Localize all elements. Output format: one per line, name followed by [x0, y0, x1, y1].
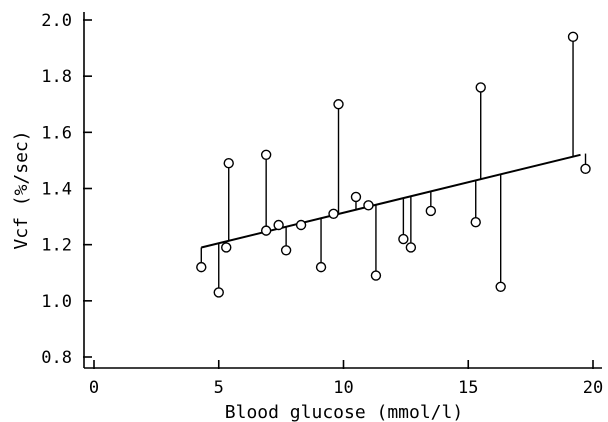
y-tick-label: 1.6: [41, 123, 72, 143]
data-point: [213, 287, 224, 298]
x-tick-label: 0: [89, 378, 99, 398]
data-point: [370, 270, 382, 281]
x-axis-label: Blood glucose (mmol/l): [225, 402, 463, 422]
data-point: [495, 281, 506, 292]
residual-lines: [200, 41, 587, 288]
y-tick-label: 1.4: [41, 180, 72, 200]
data-points: [196, 31, 591, 298]
axes: 0.8 1.0 1.2 1.4 1.6 1.8 2.0 0 5 10 15 20: [41, 11, 603, 398]
data-point: [363, 200, 374, 211]
data-point: [580, 163, 591, 175]
data-point: [223, 158, 234, 169]
regression-line-group: [201, 153, 581, 249]
data-point: [315, 261, 327, 273]
data-point: [280, 245, 292, 256]
data-point: [398, 233, 409, 245]
x-tick-label: 20: [583, 378, 603, 398]
data-point: [260, 149, 272, 161]
data-point: [405, 242, 417, 253]
y-tick-label: 1.2: [41, 236, 72, 256]
y-tick-label: 0.8: [41, 348, 72, 368]
data-point: [425, 205, 437, 217]
y-tick-label: 1.0: [41, 292, 72, 312]
data-point: [221, 242, 232, 253]
data-point: [328, 208, 339, 219]
y-axis-label: Vcf (%/sec): [11, 130, 32, 249]
data-point: [350, 191, 362, 203]
y-tick-label: 1.8: [41, 67, 72, 87]
data-point: [333, 99, 344, 110]
regression-line: [201, 153, 581, 249]
data-point: [475, 82, 486, 93]
data-point: [196, 261, 207, 273]
data-point: [295, 219, 307, 231]
x-tick-label: 5: [214, 378, 224, 398]
x-tick-label: 15: [458, 378, 478, 398]
data-point: [260, 225, 272, 236]
data-point: [567, 31, 579, 43]
data-point: [470, 216, 481, 228]
y-tick-label: 2.0: [41, 11, 72, 31]
x-tick-label: 10: [333, 378, 353, 398]
data-point: [273, 219, 284, 231]
